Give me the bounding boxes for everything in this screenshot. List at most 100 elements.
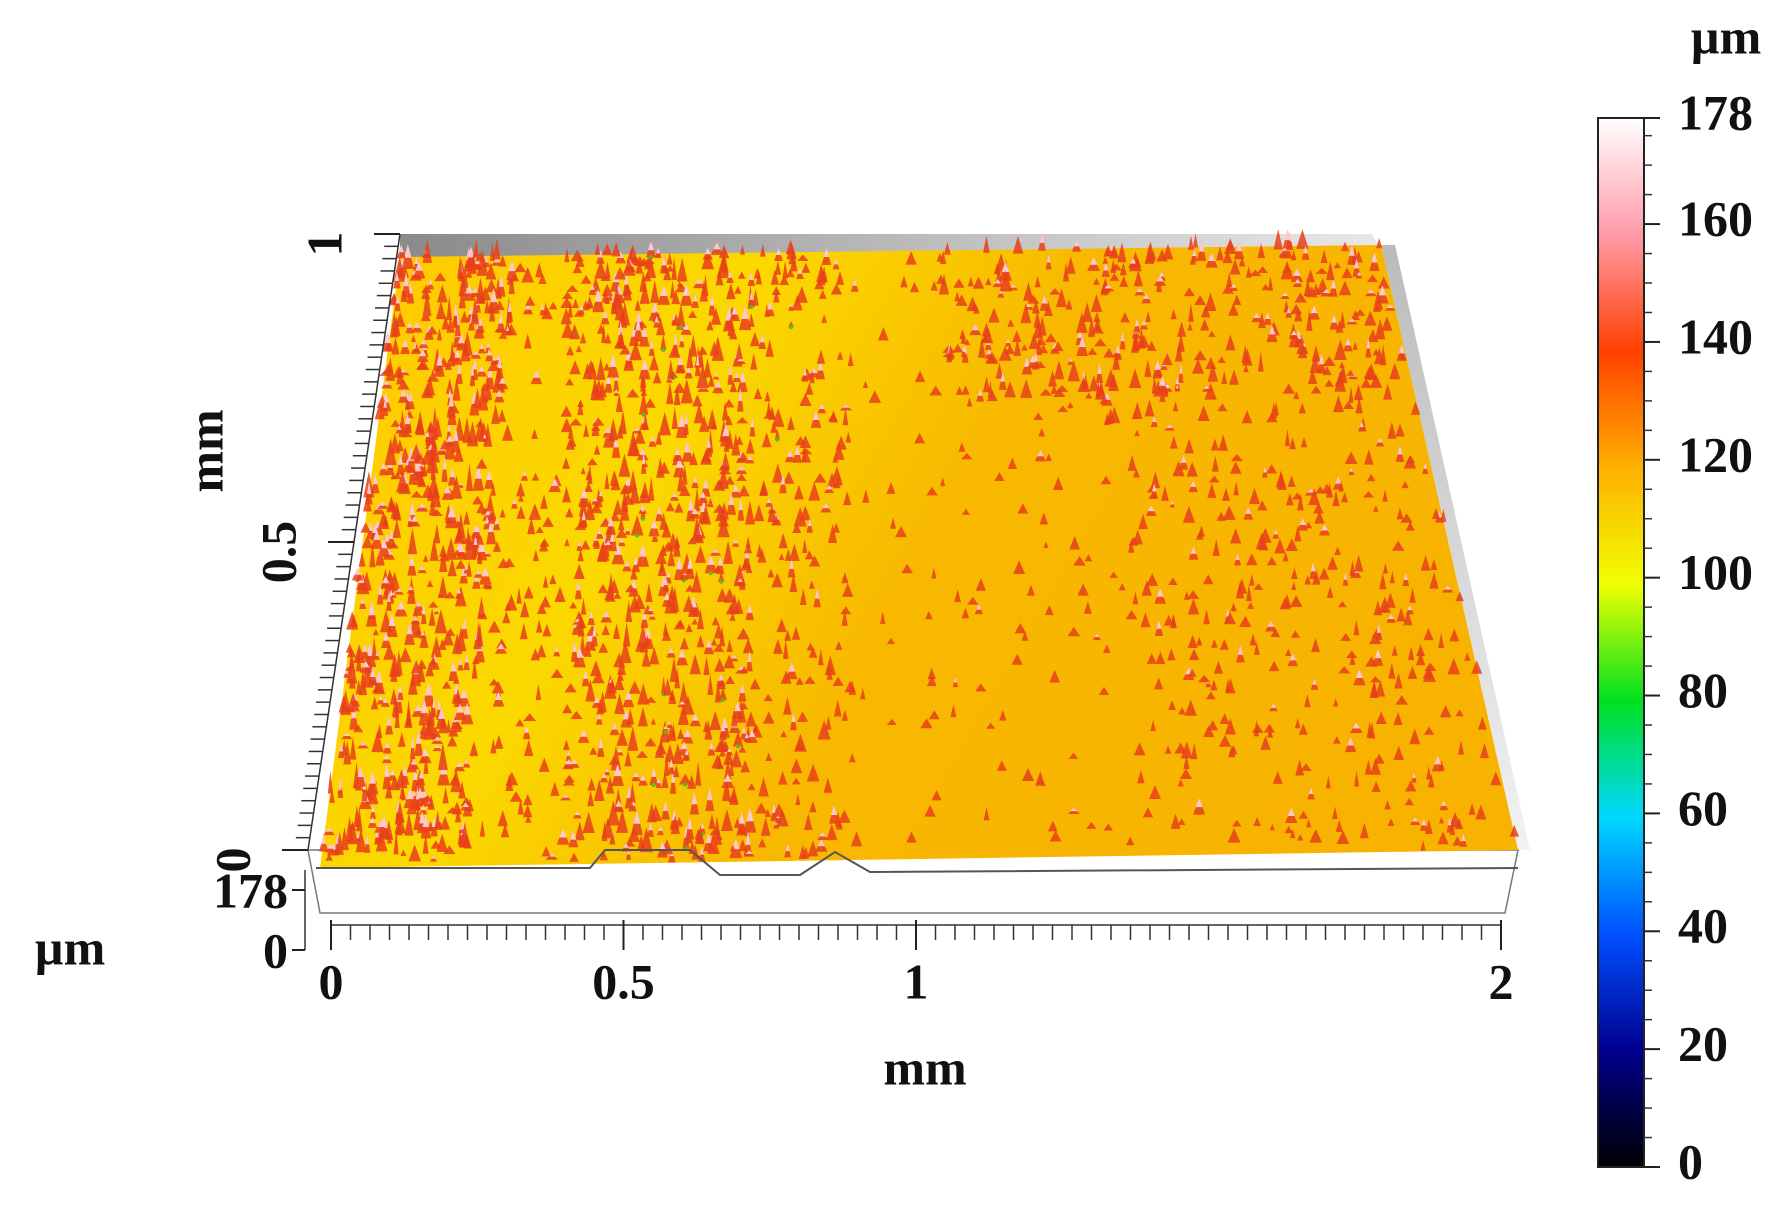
peak xyxy=(1048,369,1057,387)
peak xyxy=(1033,319,1044,339)
peak-tip xyxy=(498,312,504,324)
peak xyxy=(1407,646,1415,661)
peak xyxy=(1014,622,1027,634)
peak-tip xyxy=(1245,506,1252,514)
peak xyxy=(1197,674,1211,683)
peak xyxy=(693,486,701,512)
peak xyxy=(346,658,358,684)
peak-tip xyxy=(640,774,646,781)
peak xyxy=(1045,453,1052,462)
peak xyxy=(1391,540,1405,551)
peak xyxy=(707,374,715,387)
peak xyxy=(818,267,826,286)
peak xyxy=(1245,265,1252,278)
peak xyxy=(1134,429,1140,437)
peak xyxy=(601,624,610,636)
peak xyxy=(395,649,403,676)
peak xyxy=(598,381,607,398)
peak xyxy=(438,638,447,651)
peak xyxy=(745,438,755,454)
peak xyxy=(577,398,584,416)
peak xyxy=(1355,396,1363,414)
peak xyxy=(637,624,649,648)
peak-tip xyxy=(677,355,684,366)
green-spot xyxy=(789,325,794,330)
peak xyxy=(1207,330,1216,337)
peak xyxy=(500,823,510,838)
peak xyxy=(371,637,378,660)
peak xyxy=(1144,399,1155,417)
peak-tip xyxy=(461,566,467,576)
peak xyxy=(446,295,453,321)
peak xyxy=(573,563,585,579)
peak xyxy=(428,658,437,666)
peak-tip xyxy=(1001,261,1010,273)
peak xyxy=(663,678,672,696)
peak xyxy=(1429,572,1439,589)
peak xyxy=(1304,521,1313,529)
peak-tip xyxy=(376,820,385,828)
peak xyxy=(967,276,974,287)
peak-tip xyxy=(456,514,461,522)
peak xyxy=(414,343,420,353)
peak xyxy=(714,564,722,573)
peak xyxy=(1219,638,1229,650)
peak xyxy=(1098,686,1110,695)
peak xyxy=(914,370,926,383)
peak xyxy=(587,790,595,807)
peak xyxy=(790,758,803,774)
peak xyxy=(604,333,612,344)
peak xyxy=(1322,356,1336,367)
peak-tip xyxy=(373,529,381,541)
peak-tip xyxy=(635,311,642,322)
peak-tip xyxy=(1094,633,1100,638)
peak xyxy=(689,334,698,357)
peak xyxy=(1228,303,1239,316)
peak xyxy=(1170,309,1177,320)
peak xyxy=(1253,583,1264,590)
peak xyxy=(1338,280,1352,296)
peak xyxy=(682,595,695,612)
peak-tip xyxy=(386,714,392,726)
peak xyxy=(591,417,605,426)
peak xyxy=(1186,590,1200,600)
peak-tip xyxy=(1398,344,1405,354)
peak xyxy=(391,694,400,717)
peak-tip xyxy=(613,434,619,448)
z-tick-label: 0 xyxy=(263,922,288,978)
peak xyxy=(1133,742,1146,756)
peak xyxy=(397,379,410,390)
peak xyxy=(1108,406,1121,424)
peak xyxy=(818,289,827,299)
peak xyxy=(1083,601,1092,614)
peak-tip xyxy=(403,272,409,287)
peak xyxy=(539,595,551,608)
peak xyxy=(1109,272,1120,281)
peak xyxy=(535,526,544,534)
peak xyxy=(329,788,335,803)
peak xyxy=(806,763,820,782)
peak xyxy=(784,548,792,561)
peak-tip xyxy=(633,427,641,431)
peak xyxy=(1170,615,1177,627)
peak-tip xyxy=(1141,320,1147,326)
peak-tip xyxy=(574,810,580,816)
peak xyxy=(1389,570,1395,584)
peak xyxy=(782,639,789,659)
peak xyxy=(828,523,838,544)
peak xyxy=(457,255,464,279)
peak-tip xyxy=(454,349,461,358)
peak xyxy=(717,515,730,538)
peak xyxy=(1243,364,1249,373)
peak xyxy=(636,750,648,758)
peak xyxy=(1379,572,1387,590)
peak xyxy=(637,683,650,705)
peak xyxy=(464,533,476,560)
peak xyxy=(486,492,494,512)
peak-tip xyxy=(446,435,454,442)
peak xyxy=(729,844,737,852)
peak xyxy=(554,586,566,603)
peak-tip xyxy=(475,570,482,575)
colorbar-tick-label: 120 xyxy=(1678,426,1753,482)
peak xyxy=(841,709,849,721)
